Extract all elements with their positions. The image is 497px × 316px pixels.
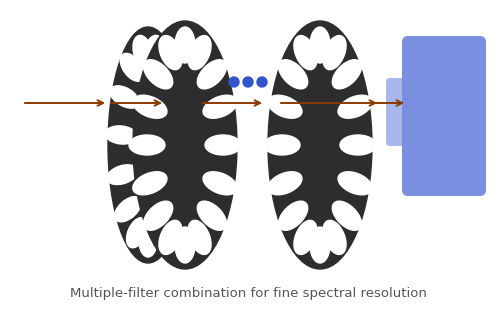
Circle shape [229,77,239,87]
Ellipse shape [144,201,172,230]
Ellipse shape [110,86,139,108]
Ellipse shape [133,35,152,67]
Circle shape [243,77,253,87]
Ellipse shape [175,227,195,263]
Ellipse shape [268,21,372,269]
Ellipse shape [188,220,211,254]
Ellipse shape [338,172,372,195]
Ellipse shape [108,27,188,263]
Ellipse shape [133,95,167,118]
Ellipse shape [159,126,191,144]
Ellipse shape [105,126,137,144]
Ellipse shape [279,60,308,89]
Ellipse shape [340,135,376,155]
Ellipse shape [149,218,169,248]
Ellipse shape [144,35,163,67]
Ellipse shape [203,95,237,118]
Ellipse shape [310,27,330,63]
Ellipse shape [115,197,141,222]
FancyBboxPatch shape [402,36,486,196]
Ellipse shape [120,53,144,81]
Ellipse shape [107,165,138,185]
Ellipse shape [332,60,361,89]
Ellipse shape [197,201,227,230]
Ellipse shape [338,95,372,118]
Ellipse shape [129,135,165,155]
Ellipse shape [268,172,302,195]
Ellipse shape [197,60,227,89]
Ellipse shape [157,86,186,108]
Ellipse shape [264,135,300,155]
Ellipse shape [152,53,176,81]
Ellipse shape [127,218,148,248]
Ellipse shape [310,227,330,263]
Ellipse shape [268,95,302,118]
Ellipse shape [133,172,167,195]
Ellipse shape [139,225,157,257]
Ellipse shape [205,135,241,155]
Ellipse shape [332,201,361,230]
Ellipse shape [203,172,237,195]
Ellipse shape [133,21,237,269]
Ellipse shape [294,220,317,254]
Ellipse shape [175,27,195,63]
Text: Multiple-filter combination for fine spectral resolution: Multiple-filter combination for fine spe… [70,288,427,301]
Ellipse shape [323,35,346,70]
Ellipse shape [188,35,211,70]
Ellipse shape [155,197,181,222]
Circle shape [257,77,267,87]
Ellipse shape [159,220,182,254]
Ellipse shape [294,35,317,70]
Ellipse shape [158,165,189,185]
Ellipse shape [144,60,172,89]
FancyBboxPatch shape [386,78,416,146]
Ellipse shape [159,35,182,70]
Ellipse shape [279,201,308,230]
Ellipse shape [323,220,346,254]
